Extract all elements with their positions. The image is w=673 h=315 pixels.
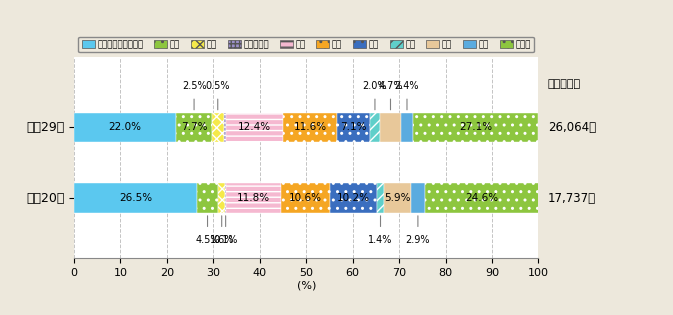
Text: 7.7%: 7.7% xyxy=(181,123,207,132)
Bar xyxy=(411,183,425,213)
Bar xyxy=(281,183,330,213)
Bar xyxy=(413,112,538,142)
Text: 26,064人: 26,064人 xyxy=(548,121,596,134)
Text: 12.4%: 12.4% xyxy=(238,123,271,132)
Text: 27.1%: 27.1% xyxy=(459,123,492,132)
Text: 10.6%: 10.6% xyxy=(289,193,322,203)
Bar xyxy=(176,112,212,142)
Bar xyxy=(74,112,176,142)
Bar xyxy=(337,112,370,142)
Bar xyxy=(212,112,223,142)
Bar xyxy=(370,112,380,142)
Text: 2.4%: 2.4% xyxy=(395,81,419,91)
Text: 26.5%: 26.5% xyxy=(119,193,152,203)
Bar xyxy=(380,112,401,142)
Text: 4.7%: 4.7% xyxy=(378,81,402,91)
Text: 0.1%: 0.1% xyxy=(213,235,238,245)
Text: 7.1%: 7.1% xyxy=(341,123,367,132)
Text: 11.8%: 11.8% xyxy=(237,193,270,203)
Bar xyxy=(401,112,413,142)
Text: 2.5%: 2.5% xyxy=(182,81,207,91)
Text: 11.6%: 11.6% xyxy=(294,123,327,132)
Bar xyxy=(384,183,411,213)
Text: 10.2%: 10.2% xyxy=(337,193,370,203)
Text: 22.0%: 22.0% xyxy=(108,123,141,132)
X-axis label: (%): (%) xyxy=(297,281,316,291)
Bar xyxy=(330,183,378,213)
Bar xyxy=(223,112,226,142)
Text: 4.5%: 4.5% xyxy=(195,235,220,245)
Bar xyxy=(378,183,384,213)
Text: 5.9%: 5.9% xyxy=(384,193,411,203)
Bar xyxy=(425,183,539,213)
Bar xyxy=(74,183,197,213)
Text: 総検挙人員: 総検挙人員 xyxy=(548,78,581,89)
Text: 1.6%: 1.6% xyxy=(209,235,234,245)
Text: 0.5%: 0.5% xyxy=(205,81,230,91)
Text: 1.4%: 1.4% xyxy=(368,235,393,245)
Bar xyxy=(218,183,225,213)
Legend: 覚せい剤取締法違反, 恐喝, 賭博, ノミ行為等, 傷害, 窃盗, 詐欺, 暴行, 強盗, 脅迫, その他: 覚せい剤取締法違反, 恐喝, 賭博, ノミ行為等, 傷害, 窃盗, 詐欺, 暴行… xyxy=(78,37,534,52)
Bar xyxy=(226,183,281,213)
Text: 24.6%: 24.6% xyxy=(465,193,498,203)
Bar xyxy=(283,112,337,142)
Bar xyxy=(197,183,218,213)
Bar xyxy=(226,112,283,142)
Text: 17,737人: 17,737人 xyxy=(548,192,596,205)
Text: 2.9%: 2.9% xyxy=(406,235,430,245)
Text: 2.0%: 2.0% xyxy=(363,81,387,91)
